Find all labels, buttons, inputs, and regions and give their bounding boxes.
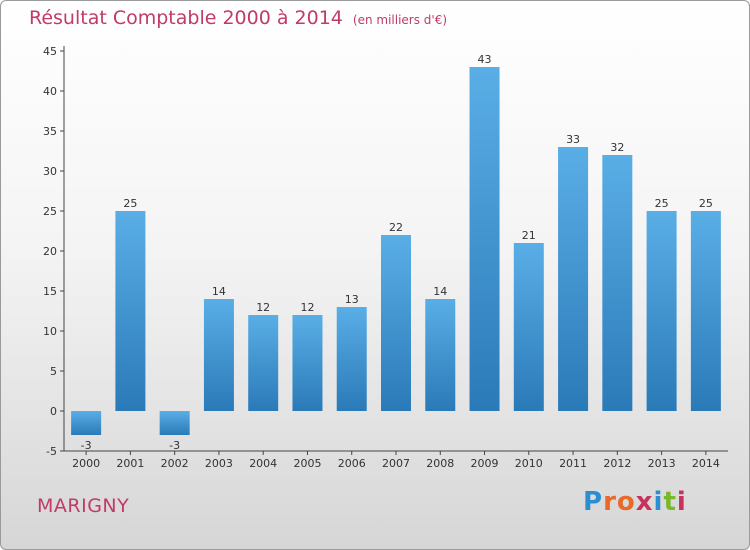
logo-letter: P bbox=[583, 487, 604, 517]
bar bbox=[381, 235, 411, 411]
x-tick-label: 2007 bbox=[382, 457, 410, 470]
x-tick-label: 2000 bbox=[72, 457, 100, 470]
logo-letter: r bbox=[603, 487, 617, 517]
x-tick-label: 2004 bbox=[249, 457, 277, 470]
data-label: 25 bbox=[699, 197, 713, 210]
y-tick-label: 40 bbox=[43, 85, 57, 98]
x-tick-label: 2010 bbox=[515, 457, 543, 470]
x-tick-label: 2011 bbox=[559, 457, 587, 470]
data-label: -3 bbox=[81, 439, 92, 452]
y-tick-label: -5 bbox=[46, 445, 57, 458]
bar bbox=[690, 211, 721, 411]
data-label: 14 bbox=[433, 285, 447, 298]
x-tick-label: 2012 bbox=[603, 457, 631, 470]
data-label: 33 bbox=[566, 133, 580, 146]
bar bbox=[558, 147, 589, 411]
bar bbox=[513, 243, 544, 411]
y-tick-label: 15 bbox=[43, 285, 57, 298]
data-label: 43 bbox=[478, 53, 492, 66]
bar bbox=[115, 211, 146, 411]
bar bbox=[646, 211, 677, 411]
y-tick-label: 35 bbox=[43, 125, 57, 138]
data-label: 25 bbox=[655, 197, 669, 210]
x-tick-label: 2009 bbox=[471, 457, 499, 470]
logo-letter: o bbox=[616, 487, 636, 517]
logo-letter: i bbox=[676, 487, 687, 517]
logo-letter: x bbox=[635, 487, 654, 517]
chart-title: Résultat Comptable 2000 à 2014 (en millie… bbox=[29, 7, 447, 29]
x-tick-label: 2006 bbox=[338, 457, 366, 470]
y-tick-label: 20 bbox=[43, 245, 57, 258]
bar bbox=[292, 315, 323, 411]
bar bbox=[203, 299, 234, 411]
data-label: -3 bbox=[169, 439, 180, 452]
data-label: 12 bbox=[300, 301, 314, 314]
data-label: 14 bbox=[212, 285, 226, 298]
x-tick-label: 2001 bbox=[116, 457, 144, 470]
logo-letter: i bbox=[653, 487, 664, 517]
y-tick-label: 30 bbox=[43, 165, 57, 178]
commune-name: MARIGNY bbox=[37, 495, 130, 517]
bar bbox=[248, 315, 279, 411]
x-tick-label: 2008 bbox=[426, 457, 454, 470]
proxiti-logo: Proxiti bbox=[583, 487, 687, 517]
x-tick-label: 2003 bbox=[205, 457, 233, 470]
data-label: 12 bbox=[256, 301, 270, 314]
data-label: 22 bbox=[389, 221, 403, 234]
x-tick-label: 2002 bbox=[161, 457, 189, 470]
bar bbox=[602, 155, 633, 411]
y-tick-label: 45 bbox=[43, 45, 57, 58]
bar bbox=[71, 411, 102, 435]
logo-letter: t bbox=[663, 487, 677, 517]
bar bbox=[425, 299, 456, 411]
y-tick-label: 10 bbox=[43, 325, 57, 338]
bar bbox=[469, 67, 500, 411]
y-tick-label: 5 bbox=[50, 365, 57, 378]
data-label: 32 bbox=[610, 141, 624, 154]
chart-unit: (en milliers d'€) bbox=[352, 13, 448, 27]
data-label: 21 bbox=[522, 229, 536, 242]
bar bbox=[159, 411, 190, 435]
x-tick-label: 2014 bbox=[692, 457, 720, 470]
y-tick-label: 0 bbox=[50, 405, 57, 418]
bar bbox=[336, 307, 367, 411]
x-tick-label: 2005 bbox=[293, 457, 321, 470]
data-label: 25 bbox=[123, 197, 137, 210]
chart-title-text: Résultat Comptable 2000 à 2014 bbox=[29, 7, 343, 29]
x-tick-label: 2013 bbox=[648, 457, 676, 470]
data-label: 13 bbox=[345, 293, 359, 306]
y-tick-label: 25 bbox=[43, 205, 57, 218]
